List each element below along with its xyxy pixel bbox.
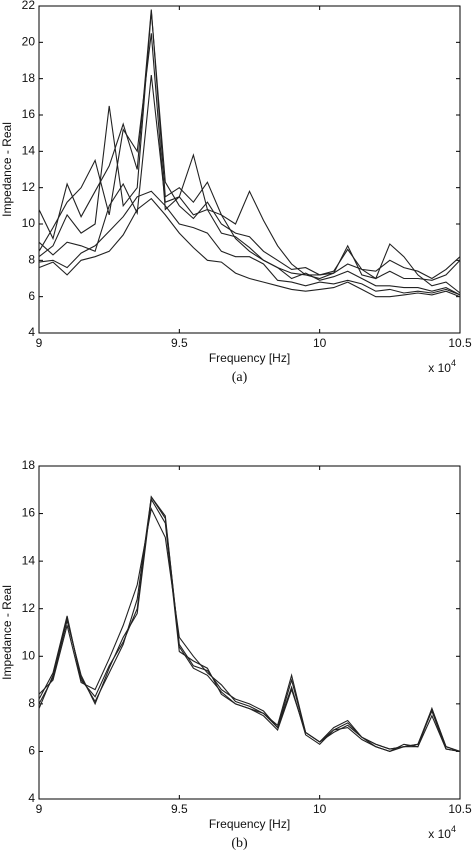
x-multiplier-exponent: 4 (451, 824, 456, 834)
data-line (38, 507, 461, 752)
data-line (38, 9, 461, 280)
x-axis-label: Frequency [Hz] (209, 351, 290, 365)
caption: (b) (231, 836, 248, 851)
y-tick-label: 12 (22, 180, 36, 194)
y-tick-label: 14 (22, 144, 36, 158)
y-tick-label: 22 (22, 0, 36, 12)
y-tick-label: 10 (22, 216, 36, 230)
x-multiplier: x 104 (428, 358, 456, 375)
x-tick-label: 10.5 (448, 336, 472, 350)
data-line (38, 495, 461, 752)
y-tick-label: 8 (28, 253, 35, 267)
y-tick-label: 20 (22, 35, 36, 49)
y-tick-label: 8 (28, 696, 35, 710)
data-line (38, 33, 461, 294)
x-tick-label: 9.5 (171, 802, 188, 816)
y-tick-label: 16 (22, 506, 36, 520)
caption: (a) (232, 370, 248, 385)
y-tick-label: 16 (22, 107, 36, 121)
x-multiplier-exponent: 4 (451, 358, 456, 368)
x-tick-label: 10.5 (448, 802, 472, 816)
y-axis-label: Impedance - Real (0, 122, 14, 217)
x-multiplier: x 104 (428, 824, 456, 841)
x-multiplier-base: x 10 (428, 827, 451, 841)
data-line (38, 74, 461, 296)
x-tick-label: 9 (36, 336, 43, 350)
x-multiplier-base: x 10 (428, 361, 451, 375)
y-tick-label: 18 (22, 458, 36, 472)
data-line (38, 11, 461, 281)
plot-frame (38, 465, 461, 800)
plot-frame (38, 5, 461, 334)
y-axis-label: Impedance - Real (0, 585, 14, 680)
data-line (38, 495, 461, 752)
x-tick-label: 9.5 (171, 336, 188, 350)
y-tick-label: 4 (28, 791, 35, 805)
y-tick-label: 14 (22, 553, 36, 567)
y-tick-label: 10 (22, 648, 36, 662)
y-tick-label: 6 (28, 744, 35, 758)
x-tick-label: 10 (313, 802, 327, 816)
y-tick-label: 4 (28, 325, 35, 339)
data-line (38, 190, 461, 296)
data-line (38, 497, 461, 752)
x-tick-label: 9 (36, 802, 43, 816)
x-axis-label: Frequency [Hz] (209, 817, 290, 831)
data-line (38, 197, 461, 298)
y-tick-label: 18 (22, 71, 36, 85)
x-tick-label: 10 (313, 336, 327, 350)
y-tick-label: 6 (28, 289, 35, 303)
y-tick-label: 12 (22, 601, 36, 615)
